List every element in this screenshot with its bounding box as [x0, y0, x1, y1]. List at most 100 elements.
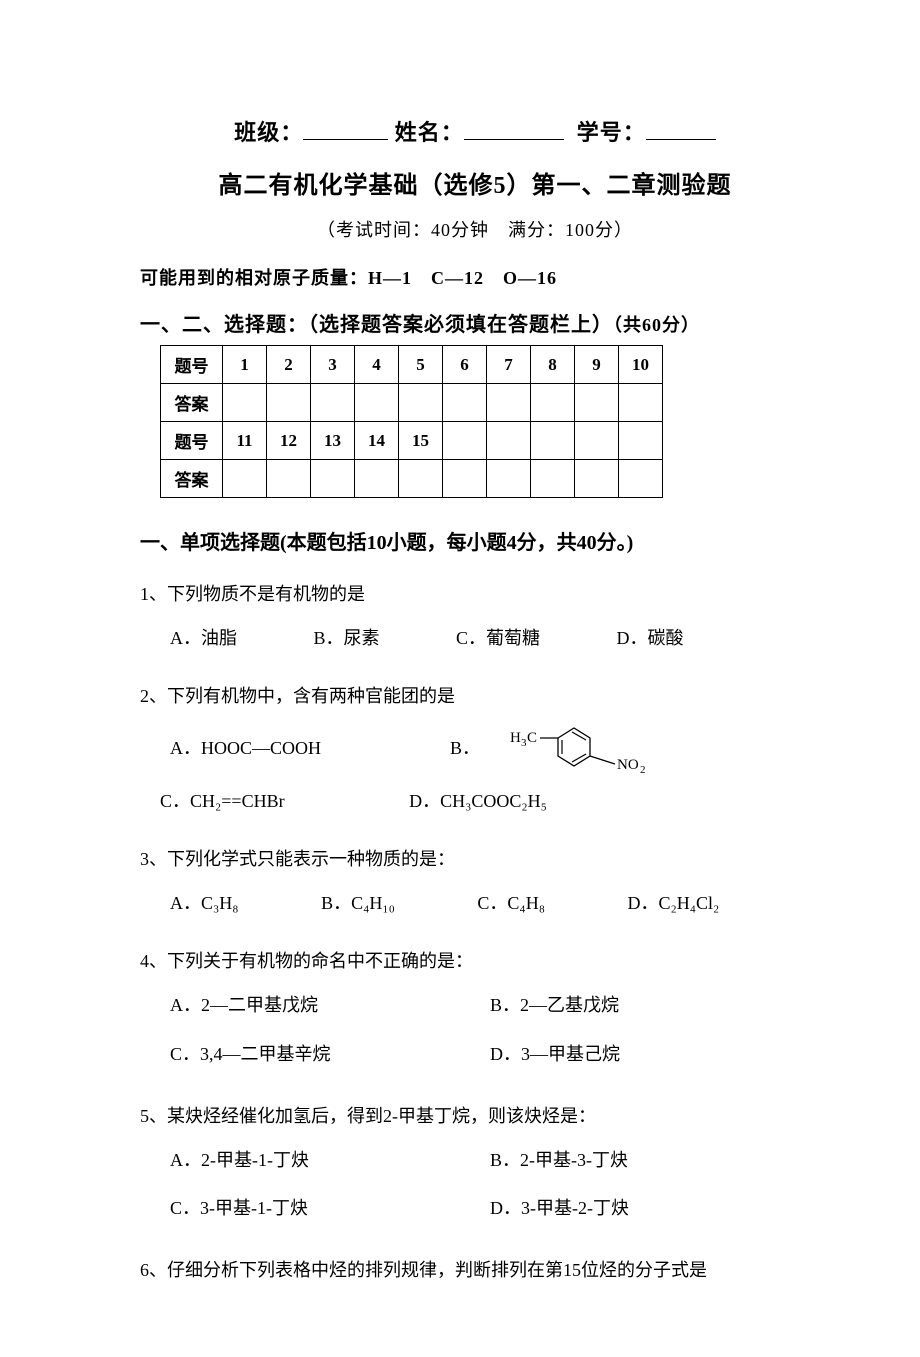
- question-1: 1、下列物质不是有机物的是 A．油脂 B．尿素 C．葡萄糖 D．碳酸: [140, 577, 810, 665]
- svg-text:H: H: [510, 730, 521, 746]
- grid-cell: [531, 422, 575, 460]
- q3-text: 3、下列化学式只能表示一种物质的是：: [140, 842, 810, 876]
- grid-cell: [619, 460, 663, 498]
- grid-cell: [399, 384, 443, 422]
- q5-text: 5、某炔烃经催化加氢后，得到2-甲基丁烷，则该炔烃是：: [140, 1099, 810, 1133]
- grid-cell: [487, 384, 531, 422]
- q1-opt-d: D．碳酸: [617, 621, 684, 655]
- student-info-header: 班级： 姓名： 学号：: [140, 115, 810, 147]
- q5-opt-a: A．2-甲基-1-丁炔: [170, 1143, 490, 1177]
- grid-cell: [487, 422, 531, 460]
- q5-options: A．2-甲基-1-丁炔 B．2-甲基-3-丁炔 C．3-甲基-1-丁炔 D．3-…: [140, 1143, 810, 1239]
- grid-cell: 13: [311, 422, 355, 460]
- q4-opt-b: B．2—乙基戊烷: [490, 988, 810, 1022]
- q5-opt-b: B．2-甲基-3-丁炔: [490, 1143, 810, 1177]
- grid-cell: 14: [355, 422, 399, 460]
- atomic-mass-line: 可能用到的相对原子质量：H—1 C—12 O—16: [140, 264, 810, 290]
- grid-cell: [575, 422, 619, 460]
- svg-text:C: C: [527, 730, 537, 746]
- q2-opt-a: A．HOOC—COOH: [170, 731, 450, 765]
- q2-text: 2、下列有机物中，含有两种官能团的是: [140, 679, 810, 713]
- question-5: 5、某炔烃经催化加氢后，得到2-甲基丁烷，则该炔烃是： A．2-甲基-1-丁炔 …: [140, 1099, 810, 1240]
- grid-label: 题号: [161, 422, 223, 460]
- answer-section-points: （共60分）: [613, 315, 700, 335]
- question-4: 4、下列关于有机物的命名中不正确的是： A．2—二甲基戊烷 B．2—乙基戊烷 C…: [140, 944, 810, 1085]
- id-label: 学号：: [577, 120, 646, 145]
- document-title: 高二有机化学基础（选修5）第一、二章测验题: [140, 165, 810, 200]
- q4-opt-d: D．3—甲基己烷: [490, 1037, 810, 1071]
- grid-cell: [443, 384, 487, 422]
- grid-cell: [223, 460, 267, 498]
- svg-text:NO: NO: [617, 757, 639, 773]
- grid-cell: [355, 384, 399, 422]
- svg-text:2: 2: [640, 764, 646, 774]
- q2-opt-b-label: B．: [450, 731, 480, 765]
- grid-cell: 12: [267, 422, 311, 460]
- grid-label: 题号: [161, 346, 223, 384]
- class-label: 班级：: [234, 120, 303, 145]
- q3-opt-b: B．C₄H₁₀: [321, 886, 395, 920]
- grid-cell: 8: [531, 346, 575, 384]
- q4-opt-a: A．2—二甲基戊烷: [170, 988, 490, 1022]
- q3-opt-a: A．C₃H₈: [170, 886, 239, 920]
- answer-section-text: 一、二、选择题：（选择题答案必须填在答题栏上）: [140, 314, 613, 336]
- benzene-structure-icon: H 3 C NO 2: [510, 724, 680, 774]
- grid-cell: 1: [223, 346, 267, 384]
- document-subtitle: （考试时间：40分钟 满分：100分）: [140, 216, 810, 242]
- name-label: 姓名：: [395, 120, 464, 145]
- grid-cell: [443, 460, 487, 498]
- q5-opt-c: C．3-甲基-1-丁炔: [170, 1191, 490, 1225]
- q1-opt-a: A．油脂: [170, 621, 237, 655]
- q4-opt-c: C．3,4—二甲基辛烷: [170, 1037, 490, 1071]
- question-6: 6、仔细分析下列表格中烃的排列规律，判断排列在第15位烃的分子式是: [140, 1253, 810, 1287]
- grid-cell: [443, 422, 487, 460]
- grid-cell: [267, 384, 311, 422]
- q3-options: A．C₃H₈ B．C₄H₁₀ C．C₄H₈ D．C₂H₄Cl₂: [140, 886, 810, 930]
- q2-opt-c: C．CH₂==CHBr: [160, 784, 285, 818]
- grid-cell: 15: [399, 422, 443, 460]
- q5-opt-d: D．3-甲基-2-丁炔: [490, 1191, 810, 1225]
- grid-cell: [311, 384, 355, 422]
- grid-cell: [619, 422, 663, 460]
- name-blank: [464, 118, 564, 140]
- grid-cell: 3: [311, 346, 355, 384]
- grid-cell: [619, 384, 663, 422]
- grid-cell: 4: [355, 346, 399, 384]
- q2-opt-d: D．CH₃COOC₂H₅: [409, 784, 547, 818]
- q3-opt-d: D．C₂H₄Cl₂: [627, 886, 719, 920]
- grid-cell: [223, 384, 267, 422]
- q1-opt-b: B．尿素: [314, 621, 380, 655]
- grid-cell: [355, 460, 399, 498]
- grid-cell: 10: [619, 346, 663, 384]
- grid-cell: [531, 460, 575, 498]
- answer-section-head: 一、二、选择题：（选择题答案必须填在答题栏上）（共60分）: [140, 308, 810, 337]
- grid-cell: [267, 460, 311, 498]
- question-3: 3、下列化学式只能表示一种物质的是： A．C₃H₈ B．C₄H₁₀ C．C₄H₈…: [140, 842, 810, 930]
- grid-cell: 7: [487, 346, 531, 384]
- grid-cell: 9: [575, 346, 619, 384]
- grid-cell: [311, 460, 355, 498]
- q4-options: A．2—二甲基戊烷 B．2—乙基戊烷 C．3,4—二甲基辛烷 D．3—甲基己烷: [140, 988, 810, 1084]
- q3-opt-c: C．C₄H₈: [477, 886, 545, 920]
- class-blank: [303, 118, 388, 140]
- q1-options: A．油脂 B．尿素 C．葡萄糖 D．碳酸: [140, 621, 810, 665]
- grid-cell: 2: [267, 346, 311, 384]
- grid-cell: 5: [399, 346, 443, 384]
- grid-cell: [575, 460, 619, 498]
- q6-text: 6、仔细分析下列表格中烃的排列规律，判断排列在第15位烃的分子式是: [140, 1253, 810, 1287]
- grid-cell: [531, 384, 575, 422]
- id-blank: [646, 118, 716, 140]
- grid-label: 答案: [161, 384, 223, 422]
- answer-grid-table: 题号 1 2 3 4 5 6 7 8 9 10 答案 题号 11 12 13 1…: [160, 345, 663, 498]
- grid-cell: [399, 460, 443, 498]
- q1-text: 1、下列物质不是有机物的是: [140, 577, 810, 611]
- q1-opt-c: C．葡萄糖: [456, 621, 540, 655]
- section-one-head: 一、单项选择题(本题包括10小题，每小题4分，共40分。): [140, 526, 810, 555]
- q4-text: 4、下列关于有机物的命名中不正确的是：: [140, 944, 810, 978]
- grid-label: 答案: [161, 460, 223, 498]
- grid-cell: [487, 460, 531, 498]
- grid-cell: 6: [443, 346, 487, 384]
- question-2: 2、下列有机物中，含有两种官能团的是 A．HOOC—COOH B． H 3 C …: [140, 679, 810, 827]
- grid-cell: 11: [223, 422, 267, 460]
- grid-cell: [575, 384, 619, 422]
